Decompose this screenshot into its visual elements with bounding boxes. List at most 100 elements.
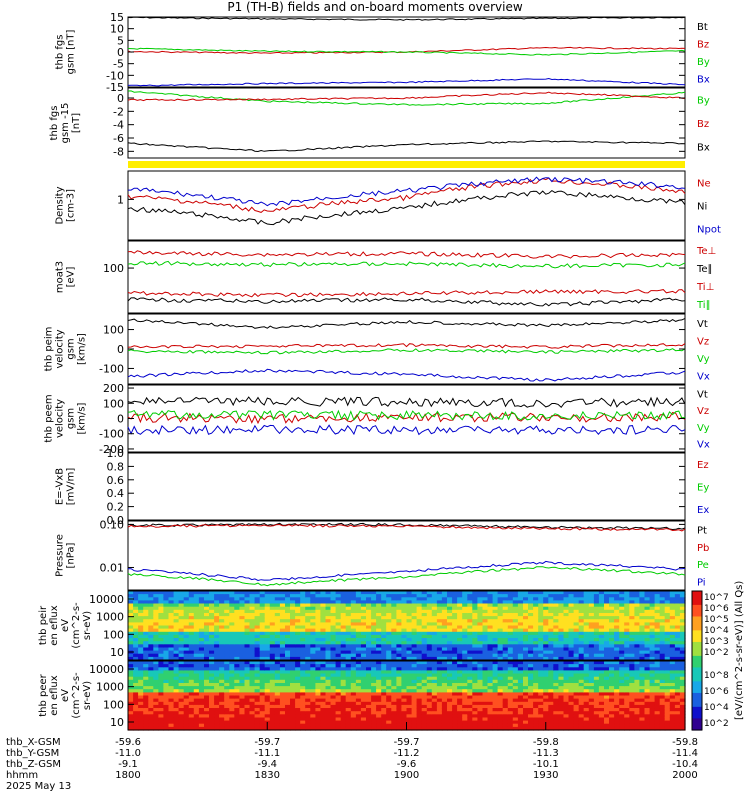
spectrogram-cell (507, 591, 514, 595)
spectrogram-cell (573, 683, 580, 687)
spectrogram-cell (644, 634, 651, 639)
spectrogram-cell (300, 638, 306, 642)
spectrogram-cell (264, 708, 271, 712)
spectrogram-cell (411, 653, 418, 658)
spectrogram-cell (345, 594, 352, 598)
spectrogram-cell (487, 673, 494, 678)
spectrogram-cell (426, 714, 433, 718)
spectrogram-cell (279, 653, 286, 658)
spectrogram-cell (290, 609, 296, 614)
spectrogram-cell (163, 679, 170, 684)
spectrogram-cell (396, 661, 403, 665)
spectrogram-cell (669, 619, 676, 623)
spectrogram-cell (178, 720, 185, 725)
spectrogram-cell (178, 714, 185, 718)
spectrogram-cell (421, 628, 428, 633)
spectrogram-cell (497, 606, 504, 611)
spectrogram-cell (462, 676, 468, 681)
spectrogram-cell (305, 631, 311, 636)
spectrogram-cell (578, 628, 585, 633)
spectrogram-cell (447, 704, 453, 709)
spectrogram-cell (138, 647, 144, 652)
spectrogram-cell (634, 683, 641, 687)
spectrogram-cell (290, 701, 296, 706)
spectrogram-cell (487, 698, 494, 703)
spectrogram-cell (497, 717, 504, 722)
spectrogram-cell (411, 638, 418, 642)
spectrogram-cell (568, 670, 575, 675)
spectrogram-cell (416, 698, 423, 703)
spectrogram-cell (487, 631, 494, 636)
spectrogram-cell (168, 714, 175, 718)
spectrogram-cell (234, 647, 240, 652)
spectrogram-cell (447, 638, 453, 642)
y-axis-label-line: velocity (55, 399, 66, 438)
spectrogram-cell (517, 644, 524, 648)
spectrogram-cell (543, 634, 549, 639)
spectrogram-cell (138, 650, 144, 655)
spectrogram-cell (538, 667, 544, 671)
spectrogram-cell (517, 704, 524, 709)
spectrogram-cell (517, 641, 524, 645)
spectrogram-cell (229, 616, 235, 620)
spectrogram-cell (350, 600, 357, 605)
spectrogram-cell (158, 634, 165, 639)
spectrogram-cell (649, 683, 656, 687)
panel-frame (127, 520, 686, 591)
spectrogram-cell (568, 591, 575, 595)
spectrogram-cell (502, 695, 509, 700)
spectrogram-cell (528, 622, 534, 627)
spectrogram-cell (406, 597, 413, 601)
spectrogram-cell (583, 597, 590, 601)
spectrogram-cell (183, 656, 190, 661)
spectrogram-cell (183, 650, 190, 655)
spectrogram-cell (219, 656, 225, 661)
spectrogram-cell (381, 723, 387, 728)
spectrogram-cell (163, 600, 170, 605)
spectrogram-cell (583, 600, 590, 605)
spectrogram-cell (168, 723, 175, 728)
spectrogram-cell (259, 664, 266, 668)
spectrogram-cell (604, 628, 610, 633)
spectrogram-cell (588, 676, 595, 681)
spectrogram-cell (300, 695, 306, 700)
spectrogram-cell (386, 606, 392, 611)
spectrogram-cell (188, 717, 195, 722)
spectrogram-cell (588, 720, 595, 725)
spectrogram-cell (441, 644, 448, 648)
spectrogram-cell (669, 641, 676, 645)
spectrogram-cell (259, 661, 266, 665)
spectrogram-cell (674, 650, 681, 655)
spectrogram-cell (244, 597, 251, 601)
series-line-vy (127, 409, 686, 422)
spectrogram-cell (204, 625, 210, 630)
spectrogram-cell (219, 701, 225, 706)
spectrogram-cell (295, 692, 301, 697)
series-line-ne (127, 177, 686, 213)
spectrogram-cell (669, 714, 676, 718)
spectrogram-cell (452, 664, 458, 668)
spectrogram-cell (168, 622, 175, 627)
spectrogram-cell (279, 609, 286, 614)
spectrogram-cell (482, 661, 489, 665)
spectrogram-cell (614, 650, 620, 655)
spectrogram-cell (274, 670, 281, 675)
spectrogram-cell (138, 711, 144, 715)
spectrogram-cell (523, 622, 529, 627)
spectrogram-cell (360, 628, 367, 633)
spectrogram-cell (588, 634, 595, 639)
spectrogram-cell (386, 711, 392, 715)
spectrogram-cell (441, 597, 448, 601)
spectrogram-cell (578, 676, 585, 681)
spectrogram-cell (315, 619, 322, 623)
spectrogram-cell (340, 603, 347, 608)
spectrogram-cell (310, 701, 316, 706)
spectrogram-cell (629, 631, 635, 636)
spectrogram-cell (517, 717, 524, 722)
spectrogram-cell (654, 622, 661, 627)
spectrogram-cell (340, 644, 347, 648)
spectrogram-cell (517, 701, 524, 706)
spectrogram-cell (654, 714, 661, 718)
spectrogram-cell (219, 664, 225, 668)
spectrogram-cell (366, 634, 372, 639)
